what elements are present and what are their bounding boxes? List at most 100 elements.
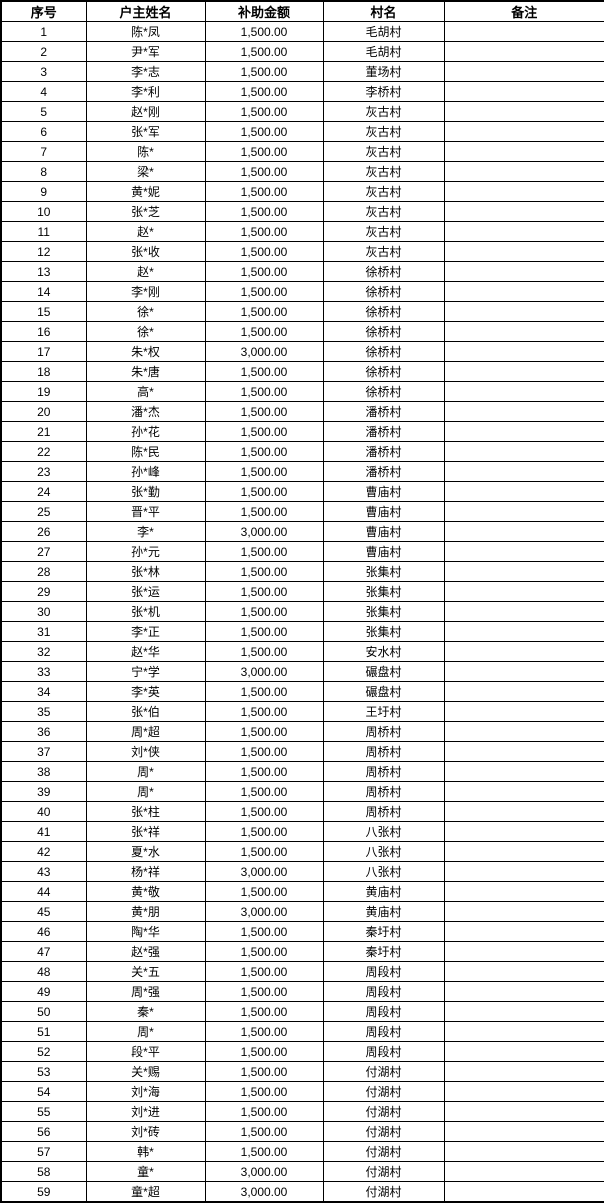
table-row: 21 孙*花 1,500.00 潘桥村 <box>0 421 604 442</box>
village-cell: 潘桥村 <box>322 401 445 422</box>
village-cell: 碾盘村 <box>322 681 445 702</box>
name-cell: 刘*海 <box>85 1081 206 1102</box>
amount-cell: 1,500.00 <box>204 561 324 582</box>
remark-cell <box>443 941 604 962</box>
remark-cell <box>443 201 604 222</box>
village-cell: 曹庙村 <box>322 521 445 542</box>
seq-cell: 48 <box>0 961 87 982</box>
amount-cell: 3,000.00 <box>204 521 324 542</box>
village-cell: 张集村 <box>322 581 445 602</box>
seq-cell: 14 <box>0 281 87 302</box>
table-row: 18 朱*唐 1,500.00 徐桥村 <box>0 361 604 382</box>
seq-cell: 43 <box>0 861 87 882</box>
amount-cell: 1,500.00 <box>204 581 324 602</box>
remark-cell <box>443 441 604 462</box>
table-row: 2 尹*军 1,500.00 毛胡村 <box>0 41 604 62</box>
village-cell: 王圩村 <box>322 701 445 722</box>
remark-cell <box>443 501 604 522</box>
amount-cell: 1,500.00 <box>204 1041 324 1062</box>
amount-cell: 1,500.00 <box>204 461 324 482</box>
remark-cell <box>443 641 604 662</box>
remark-cell <box>443 801 604 822</box>
name-cell: 刘*进 <box>85 1101 206 1122</box>
village-cell: 付湖村 <box>322 1081 445 1102</box>
table-row: 43 杨*祥 3,000.00 八张村 <box>0 861 604 882</box>
amount-cell: 1,500.00 <box>204 801 324 822</box>
seq-cell: 17 <box>0 341 87 362</box>
name-cell: 赵*刚 <box>85 101 206 122</box>
table-row: 56 刘*砖 1,500.00 付湖村 <box>0 1121 604 1142</box>
remark-cell <box>443 1001 604 1022</box>
seq-cell: 28 <box>0 561 87 582</box>
amount-cell: 1,500.00 <box>204 401 324 422</box>
name-cell: 张*林 <box>85 561 206 582</box>
remark-cell <box>443 601 604 622</box>
seq-cell: 23 <box>0 461 87 482</box>
table-row: 15 徐* 1,500.00 徐桥村 <box>0 301 604 322</box>
village-cell: 付湖村 <box>322 1121 445 1142</box>
amount-cell: 1,500.00 <box>204 121 324 142</box>
seq-cell: 46 <box>0 921 87 942</box>
remark-cell <box>443 521 604 542</box>
village-cell: 付湖村 <box>322 1101 445 1122</box>
village-cell: 碾盘村 <box>322 661 445 682</box>
remark-cell <box>443 961 604 982</box>
seq-cell: 26 <box>0 521 87 542</box>
seq-cell: 57 <box>0 1141 87 1162</box>
seq-cell: 31 <box>0 621 87 642</box>
header-seq: 序号 <box>0 0 87 22</box>
name-cell: 关*五 <box>85 961 206 982</box>
remark-cell <box>443 1061 604 1082</box>
seq-cell: 45 <box>0 901 87 922</box>
amount-cell: 1,500.00 <box>204 261 324 282</box>
seq-cell: 53 <box>0 1061 87 1082</box>
table-row: 35 张*伯 1,500.00 王圩村 <box>0 701 604 722</box>
remark-cell <box>443 741 604 762</box>
name-cell: 周* <box>85 1021 206 1042</box>
name-cell: 潘*杰 <box>85 401 206 422</box>
table-body: 1 陈*凤 1,500.00 毛胡村 2 尹*军 1,500.00 毛胡村 3 李*志 1,500.… <box>0 21 604 1203</box>
table-row: 37 刘*侠 1,500.00 周桥村 <box>0 741 604 762</box>
village-cell: 张集村 <box>322 621 445 642</box>
village-cell: 曹庙村 <box>322 541 445 562</box>
seq-cell: 1 <box>0 21 87 42</box>
table-row: 29 张*运 1,500.00 张集村 <box>0 581 604 602</box>
remark-cell <box>443 1121 604 1142</box>
remark-cell <box>443 581 604 602</box>
name-cell: 刘*侠 <box>85 741 206 762</box>
table-row: 38 周* 1,500.00 周桥村 <box>0 761 604 782</box>
name-cell: 黄*朋 <box>85 901 206 922</box>
name-cell: 童*超 <box>85 1181 206 1203</box>
seq-cell: 50 <box>0 1001 87 1022</box>
seq-cell: 29 <box>0 581 87 602</box>
name-cell: 周* <box>85 781 206 802</box>
name-cell: 杨*祥 <box>85 861 206 882</box>
table-row: 28 张*林 1,500.00 张集村 <box>0 561 604 582</box>
table-row: 6 张*军 1,500.00 灰古村 <box>0 121 604 142</box>
remark-cell <box>443 361 604 382</box>
amount-cell: 1,500.00 <box>204 201 324 222</box>
village-cell: 安水村 <box>322 641 445 662</box>
header-village: 村名 <box>322 0 445 22</box>
village-cell: 潘桥村 <box>322 441 445 462</box>
amount-cell: 1,500.00 <box>204 421 324 442</box>
remark-cell <box>443 21 604 42</box>
seq-cell: 52 <box>0 1041 87 1062</box>
name-cell: 张*伯 <box>85 701 206 722</box>
name-cell: 孙*花 <box>85 421 206 442</box>
village-cell: 灰古村 <box>322 201 445 222</box>
village-cell: 周桥村 <box>322 801 445 822</box>
seq-cell: 30 <box>0 601 87 622</box>
name-cell: 李* <box>85 521 206 542</box>
table-row: 23 孙*峰 1,500.00 潘桥村 <box>0 461 604 482</box>
amount-cell: 1,500.00 <box>204 81 324 102</box>
name-cell: 李*正 <box>85 621 206 642</box>
name-cell: 张*芝 <box>85 201 206 222</box>
table-row: 4 李*利 1,500.00 李桥村 <box>0 81 604 102</box>
table-row: 19 高* 1,500.00 徐桥村 <box>0 381 604 402</box>
seq-cell: 34 <box>0 681 87 702</box>
remark-cell <box>443 781 604 802</box>
amount-cell: 1,500.00 <box>204 921 324 942</box>
remark-cell <box>443 701 604 722</box>
table-row: 17 朱*权 3,000.00 徐桥村 <box>0 341 604 362</box>
